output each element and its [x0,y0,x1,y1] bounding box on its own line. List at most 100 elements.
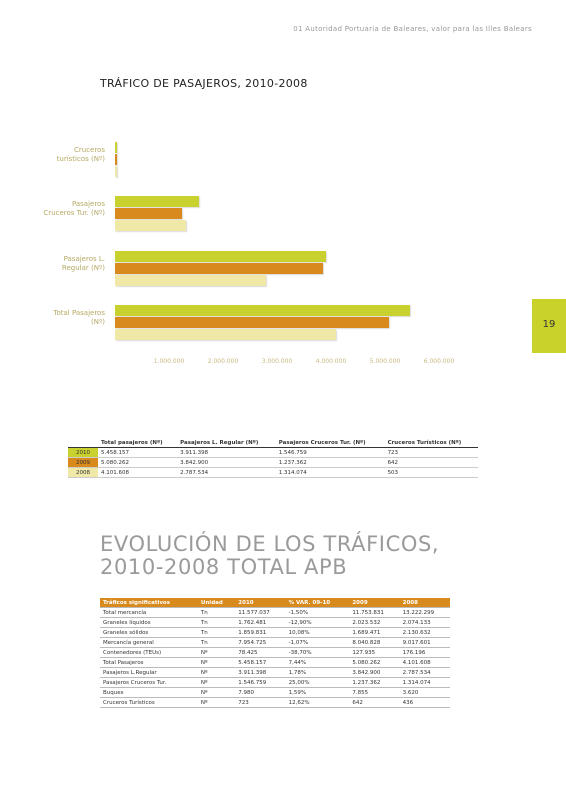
heading-line: EVOLUCIÓN DE LOS TRÁFICOS, [100,532,440,556]
table-cell: -12,90% [285,617,350,628]
table-cell: 7,44% [285,657,350,668]
page-number: 19 [542,319,556,330]
running-title: 01 Autoridad Portuaria de Baleares, valo… [293,25,532,33]
table-row: 2009 5.080.262 3.842.900 1.237.362 642 [68,457,478,468]
x-tick-label: 2.000.000 [207,358,239,365]
table-cell: 1.546.759 [235,677,286,688]
header-cell: Cruceros Turísticos (Nº) [384,438,478,448]
bar [115,166,117,178]
table-cell: Cruceros Turísticos [100,697,198,708]
table-cell: Buques [100,687,198,698]
bar [115,154,117,166]
table-cell: 723 [384,447,478,458]
header-cell: 2009 [349,598,400,608]
chart: Cruceros turísticos (Nº) Pasajeros Crucer… [43,142,454,365]
bar [115,196,199,208]
table-cell: Graneles líquidos [100,617,198,628]
table-cell: 4.101.608 [399,657,450,668]
table-row: Mercancía general Tn 7.954.725 -1,07% 8.040.… [100,637,450,648]
table-cell: 7.855 [349,687,400,698]
table-cell: 9.017.601 [399,637,450,648]
year-cell: 2008 [68,467,98,478]
header-row: Total pasajeros (Nº) Pasajeros L. Regular… [68,438,478,448]
table-row: Total Pasajeros Nº 5.458.157 7,44% 5.080.262… [100,657,450,668]
table-cell: Tn [197,637,236,648]
table-row: 2008 4.101.608 2.787.534 1.314.074 503 [68,467,478,478]
table-cell: Nº [197,687,236,698]
table-cell: 5.080.262 [98,457,178,468]
table-cell: 2.074.133 [399,617,450,628]
table-cell: 503 [384,467,478,478]
table-cell: 1.859.831 [235,627,286,638]
table-cell: Graneles sólidos [100,627,198,638]
table-cell: Nº [197,667,236,678]
table-cell: 3.842.900 [177,457,276,468]
table-cell: Nº [197,657,236,668]
table-cell: 1.314.074 [399,677,450,688]
table-row: Graneles líquidos Tn 1.762.481 -12,90% 2.023… [100,617,450,628]
table-cell: 5.080.262 [349,657,400,668]
table-cell: 3.911.398 [235,667,286,678]
table-cell: Tn [197,617,236,628]
table-cell: 2.787.534 [177,467,276,478]
table-cell: 1.237.362 [275,457,385,468]
x-tick-label: 3.000.000 [261,358,293,365]
table-cell: 2.130.632 [399,627,450,638]
table-cell: 7.980 [235,687,286,698]
table-cell: 1.689.471 [349,627,400,638]
year-cell: 2009 [68,457,98,468]
table-cell: -38,70% [285,647,350,658]
table-row: Pasajeros L.Regular Nº 3.911.398 1,78% 3.842… [100,667,450,678]
table-cell: 127.935 [349,647,400,658]
table-cell: 436 [399,697,450,708]
table-cell: Mercancía general [100,637,198,648]
header-row: Tráficos significativos Unidad 2010% VAR. … [100,598,450,608]
table-row: Buques Nº 7.980 1,59% 7.855 3.620 [100,687,450,698]
page-tab: 19 [532,299,566,353]
category-label: Cruceros turísticos (Nº) [56,146,105,164]
table-cell: Total mercancía [100,607,198,618]
table-cell: Tn [197,607,236,618]
table-cell: 8.040.828 [349,637,400,648]
bar [115,274,266,286]
table-cell: Contenedores (TEUs) [100,647,198,658]
table-cell: 10,08% [285,627,350,638]
table-cell: 11.577.037 [235,607,286,618]
bar [115,142,117,154]
table-row: Total mercancía Tn 11.577.037 -1,50% 11.753.… [100,607,450,618]
header-cell: Total pasajeros (Nº) [98,438,178,448]
category-label: Total Pasajeros (Nº) [53,308,105,326]
table-row: Pasajeros Cruceros Tur. Nº 1.546.759 25,00%… [100,677,450,688]
category-label: Pasajeros Cruceros Tur. (Nº) [43,200,105,218]
bar [115,208,182,220]
year-cell: 2010 [68,447,98,458]
table-cell: 78.425 [235,647,286,658]
bar [115,250,327,262]
x-tick-label: 1.000.000 [153,358,185,365]
table-row: Graneles sólidos Tn 1.859.831 10,08% 1.689.4… [100,627,450,638]
table-row: Cruceros Turísticos Nº 723 12,62% 642 436 [100,697,450,708]
bar [115,262,323,274]
table-row: 2010 5.458.157 3.911.398 1.546.759 723 [68,447,478,458]
table-cell: 3.620 [399,687,450,698]
table-cell: 723 [235,697,286,708]
bar [115,220,186,232]
passenger-table: Total pasajeros (Nº) Pasajeros L. Regular… [68,438,478,478]
table-cell: Nº [197,697,236,708]
heading-line: 2010-2008 TOTAL APB [100,555,348,579]
table-cell: 1.237.362 [349,677,400,688]
bar [115,304,410,316]
table-cell: 3.911.398 [177,447,276,458]
table-cell: 13.222.299 [399,607,450,618]
table-cell: 11.753.831 [349,607,400,618]
header-cell: 2008 [399,598,450,608]
table-cell: 642 [349,697,400,708]
traffic-table: Tráficos significativos Unidad 2010% VAR. … [100,598,450,708]
table-cell: 1.314.074 [275,467,385,478]
bar [115,316,390,328]
table-cell: 3.842.900 [349,667,400,678]
table-cell: 1.762.481 [235,617,286,628]
table-cell: Nº [197,677,236,688]
header-cell: % VAR. 09-10 [285,598,350,608]
